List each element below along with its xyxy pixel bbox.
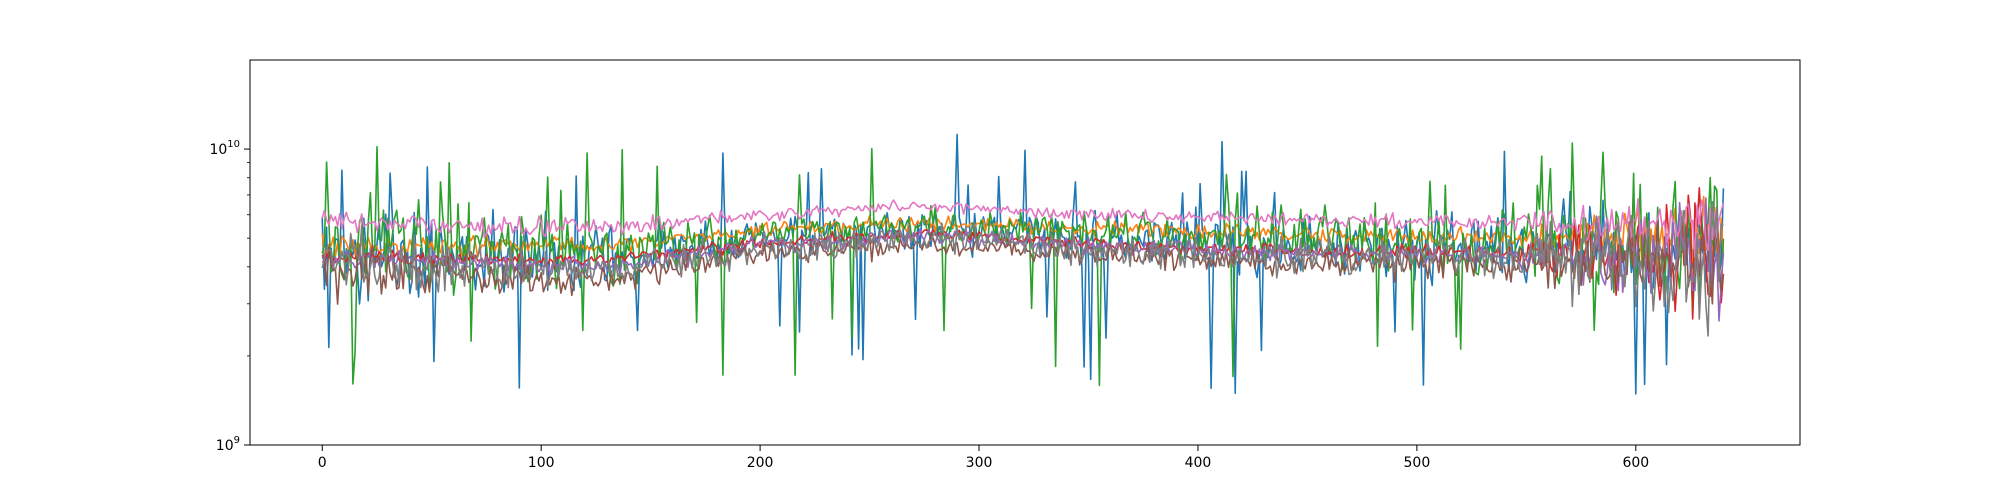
x-tick-label: 100: [528, 455, 555, 471]
y-axis: 109 1010: [209, 139, 250, 454]
plot-frame: [249, 59, 1801, 446]
series-line-7: [321, 198, 1725, 258]
plot-area: [249, 59, 1801, 446]
series-line-6: [321, 218, 1725, 305]
series-group: [321, 133, 1725, 395]
x-tick-label: 200: [747, 455, 774, 471]
x-tick-label: 600: [1622, 455, 1649, 471]
x-tick-label: 400: [1185, 455, 1212, 471]
y-tick-label: 109: [216, 435, 240, 454]
y-tick-label: 1010: [209, 139, 240, 158]
x-tick-label: 0: [318, 455, 327, 471]
x-axis: 0 100 200 300 400 500 600: [318, 445, 1649, 471]
series-line-8: [321, 200, 1724, 337]
series-line-3: [321, 142, 1725, 387]
x-tick-label: 300: [966, 455, 993, 471]
x-tick-label: 500: [1404, 455, 1431, 471]
